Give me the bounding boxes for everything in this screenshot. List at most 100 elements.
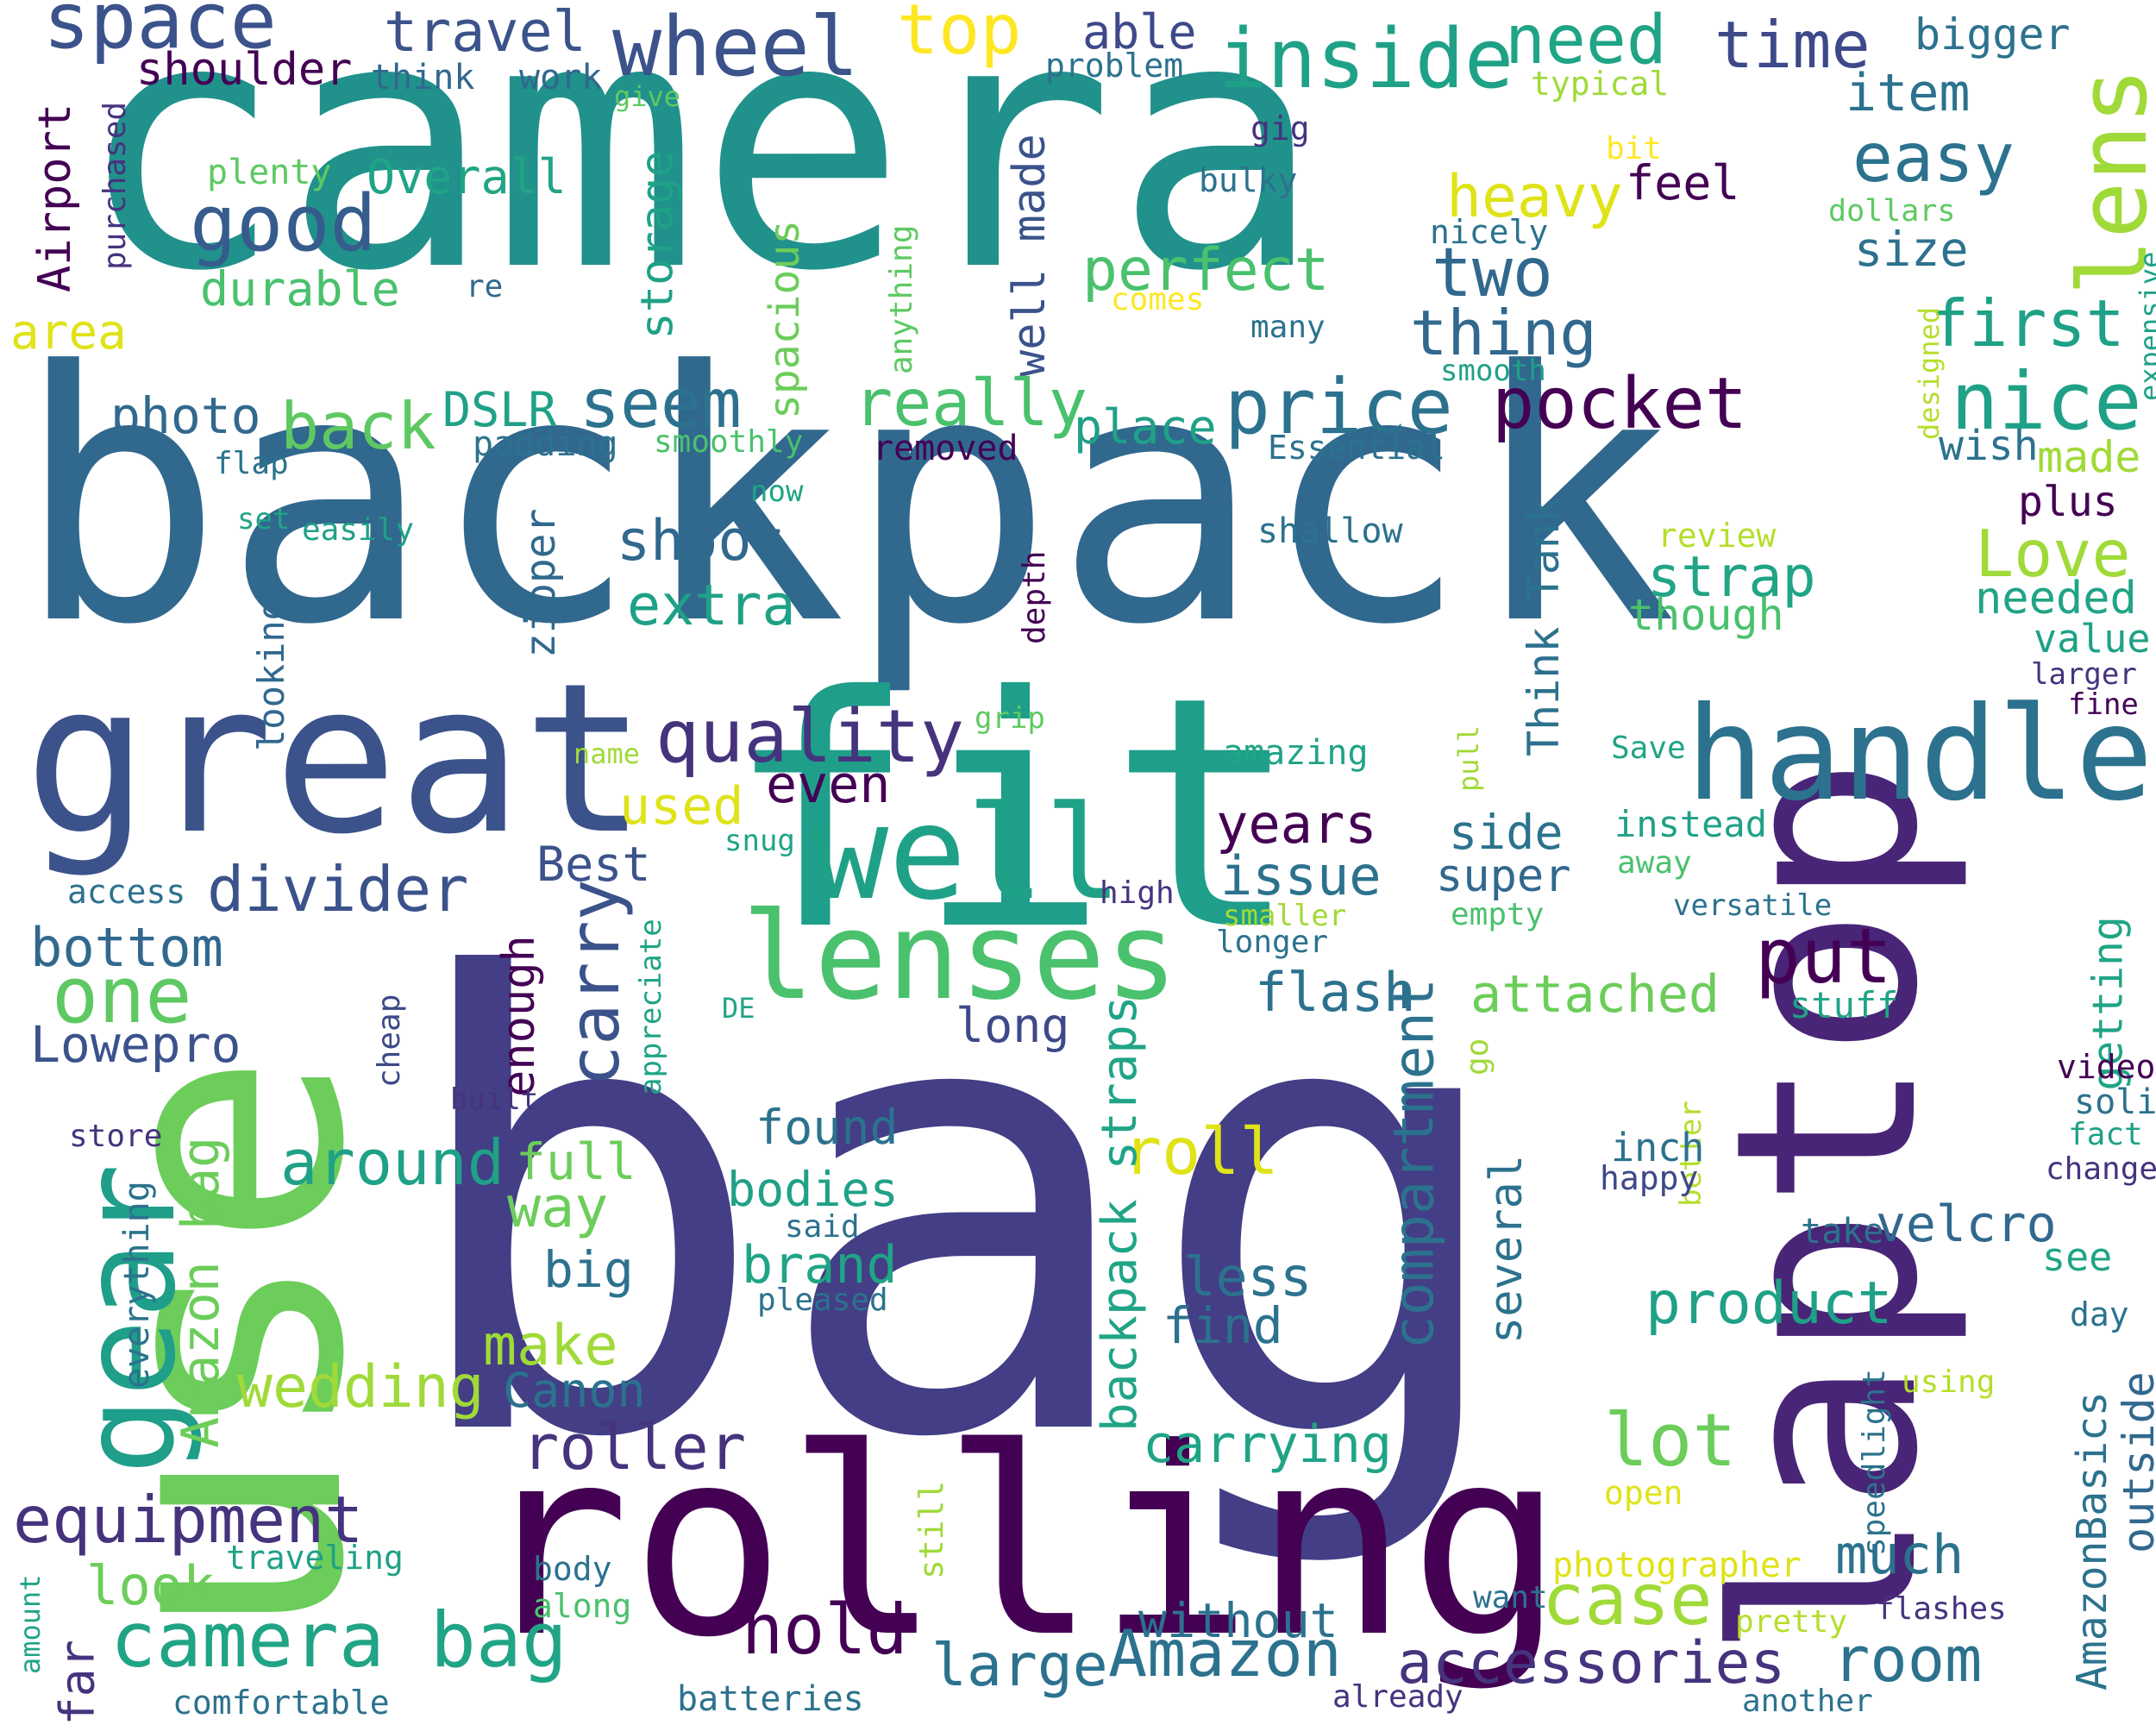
word-day: day xyxy=(2070,1295,2129,1333)
word-appreciate: appreciate xyxy=(634,919,668,1095)
word-great: great xyxy=(24,638,648,880)
word-wheel: wheel xyxy=(612,0,859,95)
word-grip: grip xyxy=(975,701,1045,736)
word-smaller: smaller xyxy=(1223,899,1347,933)
word-two: two xyxy=(1432,235,1553,312)
word-used: used xyxy=(619,776,744,837)
word-found: found xyxy=(755,1100,899,1155)
word-now: now xyxy=(750,474,804,509)
word-amount: amount xyxy=(14,1574,47,1674)
word-need: need xyxy=(1505,2,1667,79)
word-place: place xyxy=(1074,399,1217,455)
word-longer: longer xyxy=(1216,925,1329,960)
word-room: room xyxy=(1833,1623,1983,1696)
word-many: many xyxy=(1250,310,1326,345)
word-attached: attached xyxy=(1470,964,1720,1025)
word-pocket: pocket xyxy=(1492,363,1748,445)
word-long: long xyxy=(956,998,1070,1053)
word-lenses: lenses xyxy=(742,887,1178,1027)
word-plus: plus xyxy=(2018,478,2118,526)
word-body: body xyxy=(533,1550,612,1588)
word-storage: storage xyxy=(631,150,684,340)
word-camera: camera xyxy=(76,0,1322,347)
word-make: make xyxy=(483,1314,618,1378)
word-shallow: shallow xyxy=(1257,511,1403,551)
word-still: still xyxy=(912,1480,950,1579)
word-case: case xyxy=(1542,1559,1713,1641)
word-name: name xyxy=(573,737,641,770)
word-travel: travel xyxy=(384,0,586,65)
word-smooth: smooth xyxy=(1440,354,1546,388)
word-heavy: heavy xyxy=(1446,163,1623,231)
word-save: Save xyxy=(1611,731,1686,766)
word-instead: instead xyxy=(1614,803,1768,845)
word-shoulder: shoulder xyxy=(136,44,353,96)
word-without: without xyxy=(1138,1593,1338,1648)
word-handle: handle xyxy=(1686,680,2153,830)
word-canon: Canon xyxy=(503,1363,646,1418)
word-bit: bit xyxy=(1606,131,1663,166)
word-good: good xyxy=(190,179,377,269)
word-high: high xyxy=(1100,875,1175,911)
word-lot: lot xyxy=(1604,1398,1737,1484)
word-velcro: velcro xyxy=(1876,1195,2057,1253)
word-inside: inside xyxy=(1218,12,1514,107)
word-accessories: accessories xyxy=(1397,1629,1786,1697)
word-go: go xyxy=(1460,1038,1495,1076)
word-price: price xyxy=(1225,362,1453,451)
word-way: way xyxy=(507,1176,609,1240)
word-even: even xyxy=(766,755,891,815)
word-speedlight: speedlight xyxy=(1857,1369,1892,1556)
word-backpack-straps: backpack straps xyxy=(1092,995,1148,1432)
word-best: Best xyxy=(536,837,651,892)
word-dollars: dollars xyxy=(1828,194,1956,229)
word-think: think xyxy=(371,58,475,97)
word-amazing: amazing xyxy=(1223,733,1369,773)
word-back: back xyxy=(280,388,436,464)
word-versatile: versatile xyxy=(1673,888,1833,923)
word-perfect: perfect xyxy=(1082,236,1330,304)
word-bigger: bigger xyxy=(1915,9,2071,60)
word-durable: durable xyxy=(200,261,400,317)
word-de: DE xyxy=(722,992,755,1025)
word-love: Love xyxy=(1975,516,2131,592)
word-product: product xyxy=(1645,1270,1893,1338)
word-find: find xyxy=(1163,1296,1283,1355)
word-photographer: photographer xyxy=(1552,1546,1802,1585)
word-built: built xyxy=(450,1082,539,1117)
word-amazonbasics: AmazonBasics xyxy=(2068,1391,2116,1690)
word-change: change xyxy=(2046,1151,2156,1187)
word-comfortable: comfortable xyxy=(172,1684,390,1722)
word-well-made: well made xyxy=(1004,134,1056,377)
word-well: well xyxy=(811,779,1123,929)
word-though: though xyxy=(1628,590,1784,640)
word-bulky: bulky xyxy=(1199,161,1298,199)
word-flashes: flashes xyxy=(1876,1591,2007,1627)
word-depth: depth xyxy=(1017,550,1052,644)
word-batteries: batteries xyxy=(677,1679,864,1719)
word-typical: typical xyxy=(1531,65,1670,103)
word-enough: enough xyxy=(493,935,545,1097)
word-first: first xyxy=(1930,285,2125,361)
word-easily: easily xyxy=(302,512,415,548)
word-compartment: compartment xyxy=(1382,978,1447,1350)
word-essential: Essential xyxy=(1268,429,1445,467)
word-problem: problem xyxy=(1045,47,1184,85)
word-extra: extra xyxy=(627,574,796,638)
word-looking: looking xyxy=(250,598,292,751)
word-thing: thing xyxy=(1410,297,1597,369)
word-amazon-bag: Amazon bag xyxy=(171,1136,231,1448)
word-along: along xyxy=(533,1587,632,1625)
word-feel: feel xyxy=(1626,155,1740,210)
word-easy: easy xyxy=(1852,120,2015,198)
word-cheap: cheap xyxy=(372,994,407,1088)
word-wedding: wedding xyxy=(237,1353,485,1421)
word-able: able xyxy=(1082,4,1197,60)
word-another: another xyxy=(1742,1684,1873,1719)
word-brand: brand xyxy=(742,1235,898,1295)
word-fine: fine xyxy=(2068,687,2139,722)
word-review: review xyxy=(1658,517,1777,555)
word-amazon: Amazon xyxy=(1108,1615,1342,1691)
word-padding: padding xyxy=(473,424,618,464)
word-big: big xyxy=(543,1240,634,1299)
